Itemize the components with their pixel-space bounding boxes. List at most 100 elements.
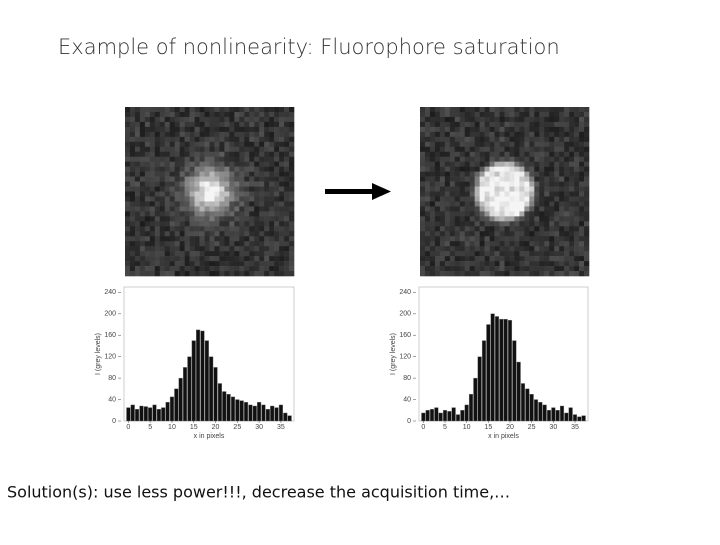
pixel	[494, 176, 500, 182]
pixel	[549, 236, 555, 242]
pixel	[579, 146, 585, 153]
pixel	[274, 256, 280, 262]
pixel	[254, 146, 260, 153]
pixel	[564, 107, 570, 113]
pixel	[429, 206, 436, 212]
pixel	[139, 266, 146, 272]
pixel	[494, 186, 500, 192]
pixel	[239, 206, 245, 212]
pixel	[279, 246, 285, 252]
pixel	[229, 191, 235, 197]
pixel	[569, 246, 575, 252]
pixel	[484, 191, 490, 197]
pixel	[259, 231, 265, 237]
pixel	[154, 241, 161, 247]
pixel	[179, 136, 185, 143]
pixel	[564, 146, 570, 153]
pixel	[549, 256, 555, 262]
pixel	[439, 251, 446, 257]
bar	[577, 416, 582, 422]
pixel	[504, 221, 510, 227]
pixel	[269, 176, 275, 182]
pixel	[199, 241, 205, 247]
caption: Solution(s): use less power!!!, decrease…	[7, 483, 510, 502]
pixel	[499, 206, 505, 212]
pixel	[209, 141, 215, 148]
pixel	[529, 131, 535, 138]
pixel	[219, 246, 225, 252]
bar	[178, 377, 183, 422]
pixel	[459, 226, 466, 232]
pixel	[214, 246, 220, 252]
pixel	[234, 251, 240, 257]
pixel	[499, 161, 505, 167]
pixel	[499, 191, 505, 197]
pixel	[524, 196, 530, 202]
y-tick-label: 240	[104, 289, 116, 296]
pixel	[539, 221, 545, 227]
pixel	[529, 146, 535, 153]
pixel	[184, 141, 190, 148]
pixel	[424, 266, 431, 272]
pixel	[159, 121, 166, 128]
pixel	[484, 201, 490, 207]
pixel	[274, 226, 280, 232]
pixel	[584, 136, 590, 143]
pixel	[424, 261, 431, 267]
pixel	[434, 107, 441, 113]
pixel	[489, 256, 495, 262]
pixel	[544, 236, 550, 242]
pixel	[244, 266, 250, 272]
pixel	[454, 181, 461, 187]
pixel	[204, 236, 210, 242]
pixel	[224, 126, 230, 133]
pixel	[459, 126, 466, 133]
pixel	[479, 216, 485, 222]
pixel	[524, 186, 530, 192]
pixel	[229, 266, 235, 272]
pixel	[224, 216, 230, 222]
pixel	[179, 111, 185, 118]
pixel	[139, 191, 146, 197]
pixel	[264, 241, 270, 247]
pixel	[259, 206, 265, 212]
pixel	[424, 121, 431, 128]
y-tick-label: 240	[399, 289, 411, 296]
pixel	[164, 166, 171, 172]
pixel	[244, 146, 250, 153]
pixel	[144, 221, 151, 227]
pixel	[184, 107, 190, 113]
pixel	[469, 136, 475, 143]
pixel	[449, 221, 456, 227]
pixel	[479, 261, 485, 267]
pixel	[584, 266, 590, 272]
pixel	[214, 231, 220, 237]
pixel	[579, 186, 585, 192]
pixel	[514, 166, 520, 172]
pixel	[184, 191, 190, 197]
pixel	[469, 166, 475, 172]
pixel	[199, 226, 205, 232]
pixel	[289, 221, 295, 227]
pixel	[424, 146, 431, 153]
pixel	[549, 226, 555, 232]
pixel	[434, 171, 441, 177]
pixel	[509, 161, 515, 167]
bar	[239, 400, 244, 422]
x-tick-label: 30	[549, 424, 557, 431]
pixel	[420, 216, 426, 222]
pixel	[484, 131, 490, 138]
pixel	[514, 221, 520, 227]
pixel	[289, 107, 295, 113]
pixel	[289, 256, 295, 262]
pixel	[204, 136, 210, 143]
pixel	[254, 216, 260, 222]
pixel	[509, 146, 515, 153]
bar	[213, 367, 218, 422]
pixel	[254, 211, 260, 217]
pixel	[184, 146, 190, 153]
pixel	[125, 146, 131, 153]
pixel	[254, 226, 260, 232]
pixel	[484, 166, 490, 172]
pixel	[144, 116, 151, 123]
